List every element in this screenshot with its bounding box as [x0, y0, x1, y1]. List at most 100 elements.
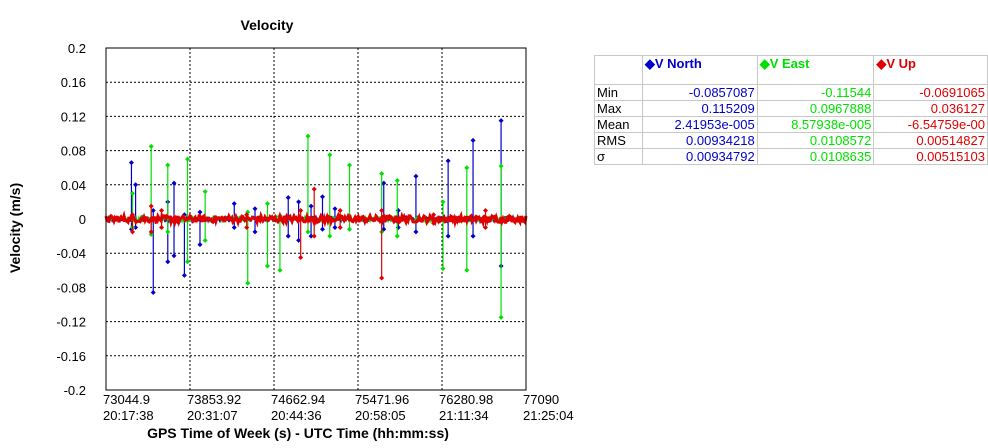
y-tick-label: 0.16 — [61, 75, 86, 90]
stats-row-label: σ — [594, 148, 643, 165]
x-tick-label-gps: 73044.9 — [103, 392, 150, 407]
x-tick-label-utc: 21:25:04 — [523, 408, 574, 423]
stats-table: ◆V North ◆V East ◆V Up Min -0.0857087 -0… — [594, 55, 988, 165]
data-point-marker — [498, 163, 504, 169]
series-v-north — [105, 118, 527, 296]
data-point-marker — [252, 206, 258, 212]
data-point-marker — [165, 162, 171, 168]
data-point-marker — [202, 189, 208, 195]
y-tick-label: -0.04 — [56, 246, 86, 261]
data-point-marker — [305, 229, 311, 235]
data-point-marker — [395, 207, 401, 213]
up-diamond-icon: ◆ — [876, 56, 887, 71]
data-point-marker — [327, 152, 333, 158]
data-point-marker — [395, 225, 401, 231]
y-tick-label: -0.16 — [56, 349, 86, 364]
data-point-marker — [159, 207, 165, 213]
data-point-marker — [470, 137, 476, 143]
chart-title: Velocity — [241, 17, 294, 33]
data-point-marker — [129, 229, 135, 235]
data-point-marker — [148, 229, 154, 235]
data-point-marker — [332, 225, 338, 231]
data-point-marker — [197, 242, 203, 248]
stats-row-min: Min -0.0857087 -0.11544 -0.0691065 — [594, 84, 988, 101]
data-point-marker — [337, 207, 343, 213]
stats-cell-up: -0.0691065 — [873, 84, 988, 101]
stats-cell-north: -0.0857087 — [641, 84, 758, 101]
stats-cell-up: 0.00515103 — [873, 148, 988, 165]
data-point-marker — [337, 225, 343, 231]
y-axis-label: Velocity (m/s) — [7, 183, 23, 273]
data-point-marker — [181, 272, 187, 278]
x-tick-label-gps: 75471.96 — [355, 392, 409, 407]
data-point-marker — [379, 207, 385, 213]
data-point-marker — [133, 182, 139, 188]
x-axis-label: GPS Time of Week (s) - UTC Time (hh:mm:s… — [147, 425, 449, 441]
series-v-up — [104, 186, 528, 281]
stats-corner-cell — [594, 55, 643, 85]
y-tick-label: -0.12 — [56, 315, 86, 330]
stats-row-sigma: σ 0.00934792 0.0108635 0.00515103 — [594, 148, 988, 165]
data-point-marker — [327, 233, 333, 239]
data-point-marker — [185, 259, 191, 265]
data-point-marker — [464, 165, 470, 171]
stats-row-label: Mean — [594, 116, 643, 133]
stats-row-label: Min — [594, 84, 643, 101]
data-point-marker — [148, 203, 154, 209]
data-point-marker — [394, 178, 400, 184]
stats-cell-north: 0.00934792 — [641, 148, 758, 165]
stats-row-rms: RMS 0.00934218 0.0108572 0.00514827 — [594, 132, 988, 149]
data-point-marker — [498, 118, 504, 124]
stats-cell-east: 0.0108635 — [756, 148, 875, 165]
data-point-marker — [319, 194, 325, 200]
stats-row-label: Max — [594, 100, 643, 117]
data-point-marker — [252, 229, 258, 235]
x-tick-label-utc: 21:11:34 — [439, 408, 489, 423]
stats-cell-north: 2.41953e-005 — [641, 116, 758, 133]
y-tick-label: 0.04 — [61, 178, 86, 193]
data-point-marker — [431, 220, 437, 226]
data-point-marker — [445, 158, 451, 164]
data-point-marker — [440, 199, 446, 205]
data-point-marker — [150, 290, 156, 296]
stats-row-mean: Mean 2.41953e-005 8.57938e-005 -6.54759e… — [594, 116, 988, 133]
y-tick-label: 0.12 — [61, 109, 86, 124]
data-point-marker — [165, 259, 171, 265]
stats-cell-north: 0.115209 — [641, 100, 758, 117]
stats-cell-north: 0.00934218 — [641, 132, 758, 149]
x-tick-label-utc: 20:31:07 — [187, 408, 238, 423]
data-point-marker — [311, 233, 317, 239]
data-point-marker — [202, 237, 208, 243]
data-point-marker — [285, 195, 291, 201]
data-point-marker — [150, 207, 156, 213]
data-point-marker — [128, 160, 134, 166]
data-point-marker — [133, 225, 139, 231]
data-point-marker — [296, 237, 302, 243]
data-point-marker — [332, 206, 338, 212]
data-point-marker — [379, 275, 385, 281]
data-point-marker — [298, 207, 304, 213]
data-point-marker — [483, 207, 489, 213]
data-point-marker — [311, 186, 317, 192]
data-point-marker — [498, 314, 504, 320]
stats-header-up: ◆V Up — [873, 55, 988, 85]
data-point-marker — [185, 156, 191, 162]
stats-row-max: Max 0.115209 0.0967888 0.036127 — [594, 100, 988, 117]
stats-row-label: RMS — [594, 132, 643, 149]
y-tick-label: -0.08 — [56, 280, 86, 295]
stats-header-row: ◆V North ◆V East ◆V Up — [594, 55, 988, 85]
stats-cell-east: 0.0108572 — [756, 132, 875, 149]
data-point-marker — [308, 233, 314, 239]
data-point-marker — [129, 190, 135, 196]
data-point-marker — [231, 225, 237, 231]
stats-header-up-label: V Up — [886, 56, 916, 71]
data-point-marker — [159, 225, 165, 231]
east-diamond-icon: ◆ — [759, 56, 770, 71]
tick-labels: 0.2 0.16 0.12 0.08 0.04 0 -0.04 -0.08 -0.12 -0.16… — [56, 41, 573, 423]
data-point-marker — [129, 212, 135, 218]
data-point-marker — [483, 225, 489, 231]
plot-frame — [105, 47, 527, 391]
series-layer — [104, 118, 528, 320]
data-point-marker — [277, 267, 283, 273]
